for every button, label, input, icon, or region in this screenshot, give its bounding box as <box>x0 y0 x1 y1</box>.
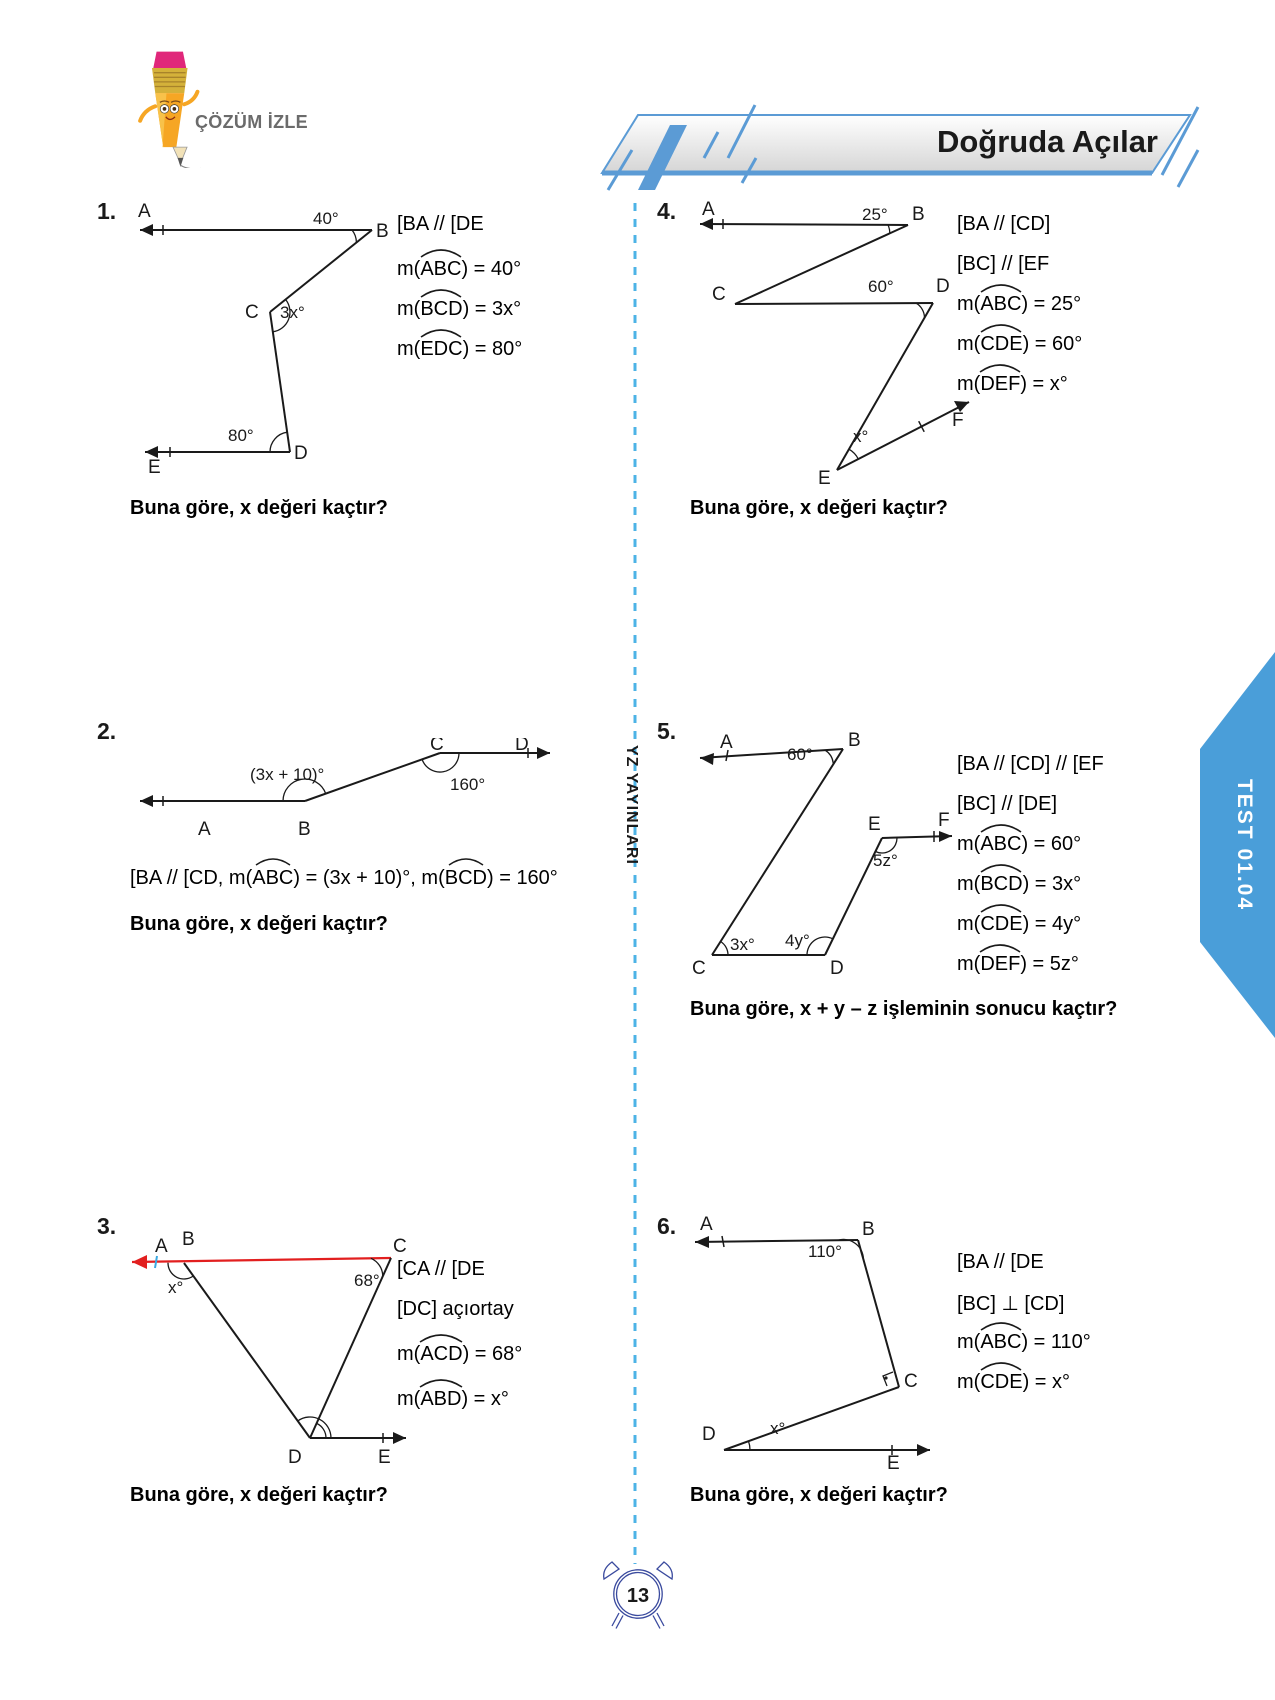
svg-text:A: A <box>700 1214 713 1235</box>
svg-text:Doğruda Açılar: Doğruda Açılar <box>937 124 1158 159</box>
svg-text:A: A <box>720 732 733 753</box>
svg-text:E: E <box>148 457 161 478</box>
svg-text:C: C <box>430 738 444 755</box>
svg-text:E: E <box>887 1453 900 1474</box>
svg-text:110°: 110° <box>808 1242 842 1261</box>
svg-text:B: B <box>182 1229 195 1250</box>
svg-text:68°: 68° <box>354 1271 380 1290</box>
svg-text:4y°: 4y° <box>785 931 810 950</box>
svg-text:60°: 60° <box>868 277 894 296</box>
svg-text:B: B <box>912 204 925 225</box>
svg-text:3x°: 3x° <box>280 303 305 322</box>
svg-text:E: E <box>818 468 831 489</box>
svg-text:B: B <box>376 221 389 242</box>
svg-text:D: D <box>288 1447 302 1468</box>
svg-text:13: 13 <box>627 1585 649 1607</box>
svg-text:3x°: 3x° <box>730 935 755 954</box>
svg-text:A: A <box>138 201 151 222</box>
svg-text:E: E <box>868 814 881 835</box>
svg-text:B: B <box>298 819 311 838</box>
svg-text:TEST 01.04: TEST 01.04 <box>1233 779 1256 911</box>
svg-text:5z°: 5z° <box>873 851 898 870</box>
svg-text:D: D <box>936 276 950 297</box>
svg-text:F: F <box>952 410 964 431</box>
svg-text:D: D <box>515 738 529 755</box>
svg-text:A: A <box>702 199 715 220</box>
svg-text:C: C <box>393 1236 407 1257</box>
svg-text:40°: 40° <box>313 209 339 228</box>
svg-text:A: A <box>155 1236 168 1257</box>
svg-text:C: C <box>692 958 706 979</box>
svg-text:D: D <box>702 1424 716 1445</box>
svg-text:80°: 80° <box>228 426 254 445</box>
svg-text:60°: 60° <box>787 745 813 764</box>
svg-text:C: C <box>712 284 726 305</box>
svg-text:x°: x° <box>770 1419 785 1438</box>
svg-text:C: C <box>904 1371 918 1392</box>
svg-text:160°: 160° <box>450 775 485 794</box>
svg-text:B: B <box>862 1219 875 1240</box>
svg-text:A: A <box>198 819 211 838</box>
svg-text:25°: 25° <box>862 205 888 224</box>
svg-text:E: E <box>378 1447 391 1468</box>
svg-text:(3x + 10)°: (3x + 10)° <box>250 765 324 784</box>
svg-text:B: B <box>848 730 861 751</box>
svg-text:C: C <box>245 302 259 323</box>
svg-text:D: D <box>830 958 844 979</box>
svg-text:F: F <box>938 810 950 831</box>
svg-text:x°: x° <box>168 1278 183 1297</box>
svg-text:x°: x° <box>853 427 868 446</box>
svg-text:D: D <box>294 443 308 464</box>
